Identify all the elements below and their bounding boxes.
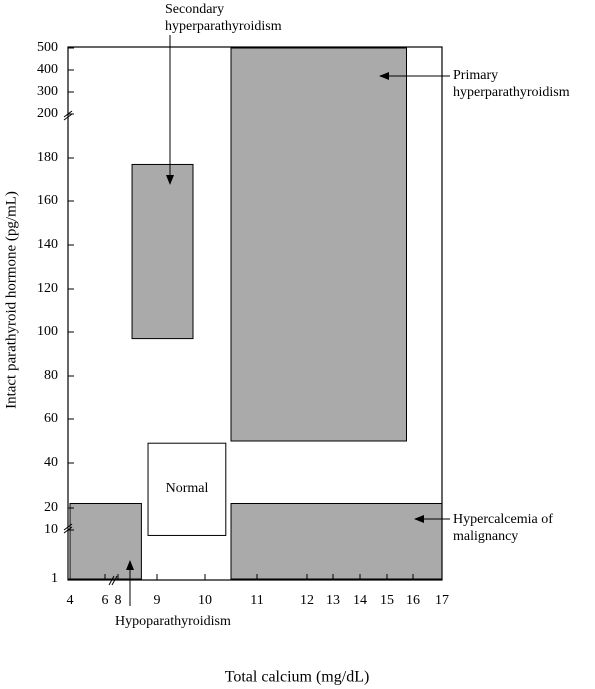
- y-tick-label: 80: [44, 368, 58, 383]
- y-tick-label: 400: [37, 62, 58, 77]
- y-tick-label: 160: [37, 193, 58, 208]
- region: [69, 503, 142, 580]
- x-tick-label: 4: [67, 593, 74, 608]
- y-tick-label: 200: [37, 106, 58, 121]
- plot-frame: [67, 46, 443, 581]
- x-tick-label: 16: [406, 593, 420, 608]
- x-axis-label: Total calcium (mg/dL): [225, 669, 370, 686]
- x-tick-label: 6: [102, 593, 109, 608]
- x-tick-label: 8: [115, 593, 122, 608]
- x-tick-label: 15: [380, 593, 394, 608]
- x-tick-label: 14: [353, 593, 367, 608]
- y-tick-label: 1: [51, 571, 58, 586]
- region-label: Hypoparathyroidism: [115, 614, 231, 629]
- y-tick-label: 60: [44, 411, 58, 426]
- y-tick-label: 40: [44, 455, 58, 470]
- y-axis-label: Intact parathyroid hormone (pg/mL): [3, 191, 19, 409]
- region-label: Hypercalcemia of malignancy: [453, 512, 553, 544]
- region: [131, 163, 194, 340]
- y-tick-label: 180: [37, 150, 58, 165]
- y-tick-label: 300: [37, 84, 58, 99]
- y-tick-label: 10: [44, 522, 58, 537]
- x-tick-label: 9: [154, 593, 161, 608]
- region: [230, 503, 443, 580]
- region: [230, 47, 407, 442]
- y-tick-label: 20: [44, 500, 58, 515]
- x-tick-label: 13: [326, 593, 340, 608]
- x-tick-label: 17: [435, 593, 449, 608]
- region: [147, 442, 227, 536]
- x-tick-label: 10: [198, 593, 212, 608]
- annotation-arrows: [126, 35, 450, 606]
- y-tick-label: 140: [37, 237, 58, 252]
- x-tick-label: 11: [250, 593, 263, 608]
- region-label: Primary hyperparathyroidism: [453, 68, 570, 100]
- region-label: Secondary hyperparathyroidism: [165, 2, 282, 34]
- y-tick-label: 500: [37, 40, 58, 55]
- region-label: Normal: [165, 481, 209, 496]
- y-tick-label: 100: [37, 324, 58, 339]
- y-tick-label: 120: [37, 281, 58, 296]
- x-tick-label: 12: [300, 593, 314, 608]
